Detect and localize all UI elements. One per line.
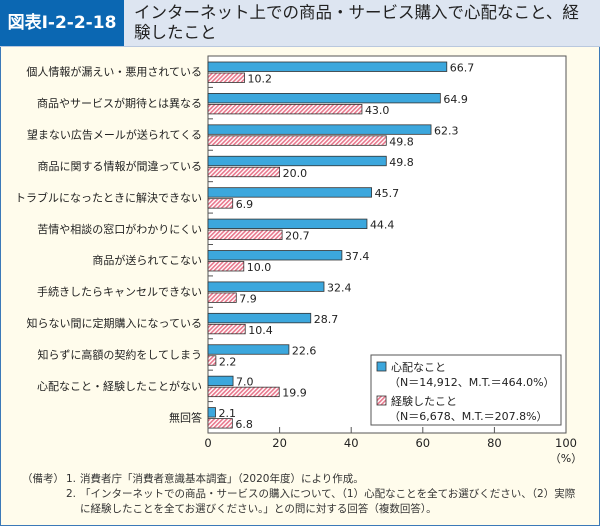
data-label: 19.9 [282,387,307,400]
data-label: 66.7 [450,62,475,75]
bar-worry [207,61,448,72]
category-label: 個人情報が漏えい・悪用されている [26,65,202,79]
notes: （備考） 1. 消費者庁「消費者意識基本調査」（2020年度）により作成。 2. 「イ… [22,472,580,517]
legend-swatch [376,395,387,406]
bar-worry [207,93,441,104]
bar-experienced [207,323,246,335]
category-label: 商品に関する情報が間違っている [38,159,202,173]
category-label: 望まない広告メールが送られてくる [27,128,202,142]
legend-note: （N＝14,912、M.T.＝464.0%） [389,376,555,389]
data-label: 7.9 [239,292,256,305]
x-tick-label: 0 [204,436,211,450]
bar-worry [207,344,290,355]
bar-experienced [207,229,283,240]
data-label: 7.0 [236,376,254,389]
category-label: 手続きしたらキャンセルできない [37,285,202,299]
category-label: 知らずに高額の契約をしてしまう [38,347,202,361]
data-label: 10.2 [248,73,272,86]
figure-label: 図表Ⅰ-2-2-18 [0,0,124,46]
bar-experienced [207,198,234,209]
bar-experienced [207,261,245,272]
figure-header: 図表Ⅰ-2-2-18 インターネット上での商品・サービス購入で心配なこと、経験し… [0,0,600,47]
x-tick-label: 80 [487,436,502,450]
notes-label: （備考） [22,473,64,485]
data-label: 20.0 [283,167,308,180]
bar-experienced [207,386,280,398]
bar-worry [207,407,216,418]
x-tick-label: 100 [555,436,577,450]
data-label: 28.7 [314,313,339,326]
note-number: 2. [66,488,77,500]
bar-experienced [207,418,233,429]
bar-worry [207,124,432,135]
legend-label: 経験したこと [391,394,457,408]
category-label: トラブルになったときに解決できない [15,190,202,204]
bar-experienced [207,355,217,366]
note-text: 「インターネットでの商品・サービスの購入について、（1）心配なことを全てお選びく… [80,488,576,515]
bar-worry [207,218,368,229]
bar-chart: 個人情報が漏えい・悪用されている 66.7 10.2 商品やサービスが期待とは異なる 6… [15,55,582,465]
category-label: 商品が送られてこない [92,253,202,267]
bar-experienced [207,135,387,146]
figure-title: インターネット上での商品・サービス購入で心配なこと、経験したこと [134,3,579,42]
data-label: 49.8 [389,156,414,169]
bar-worry [207,187,373,198]
data-label: 20.7 [285,230,310,243]
x-tick-label: 60 [415,436,430,450]
legend-swatch [376,361,387,372]
data-label: 64.9 [443,93,468,106]
data-label: 6.8 [235,418,253,431]
bar-worry [207,250,343,261]
data-label: 32.4 [327,281,352,294]
legend [370,354,562,426]
legend-note: （N＝6,678、M.T.＝207.8%） [389,410,548,423]
bar-worry [207,312,312,324]
category-label: 心配なこと・経験したことがない [37,379,202,393]
category-label: 商品やサービスが期待とは異なる [37,96,202,110]
data-label: 44.4 [370,219,395,232]
category-label: 苦情や相談の窓口がわかりにくい [37,222,202,236]
data-label: 45.7 [375,187,400,200]
data-label: 2.1 [219,407,237,420]
bar-worry [207,155,387,167]
data-label: 6.9 [236,198,254,211]
data-label: 43.0 [365,104,390,117]
note-text: 消費者庁「消費者意識基本調査」（2020年度）により作成。 [80,473,364,485]
bar-worry [207,281,325,292]
data-label: 22.6 [292,344,317,357]
bar-experienced [207,166,280,178]
bar-experienced [207,72,245,83]
bar-worry [207,375,234,387]
note-number: 1. [66,473,77,485]
data-label: 62.3 [434,124,459,137]
data-label: 10.0 [247,261,271,274]
bar-experienced [207,104,363,115]
x-tick-label: 20 [272,436,287,450]
legend-label: 心配なこと [391,361,446,374]
x-unit-label: （%） [550,452,582,465]
category-label: 無回答 [169,410,202,424]
data-label: 2.2 [219,355,237,368]
bar-experienced [207,292,237,303]
x-tick-label: 40 [344,436,359,450]
category-label: 知らない間に定期購入になっている [27,316,202,330]
data-label: 37.4 [345,250,370,263]
data-label: 10.4 [248,324,273,337]
data-label: 49.8 [389,135,414,148]
